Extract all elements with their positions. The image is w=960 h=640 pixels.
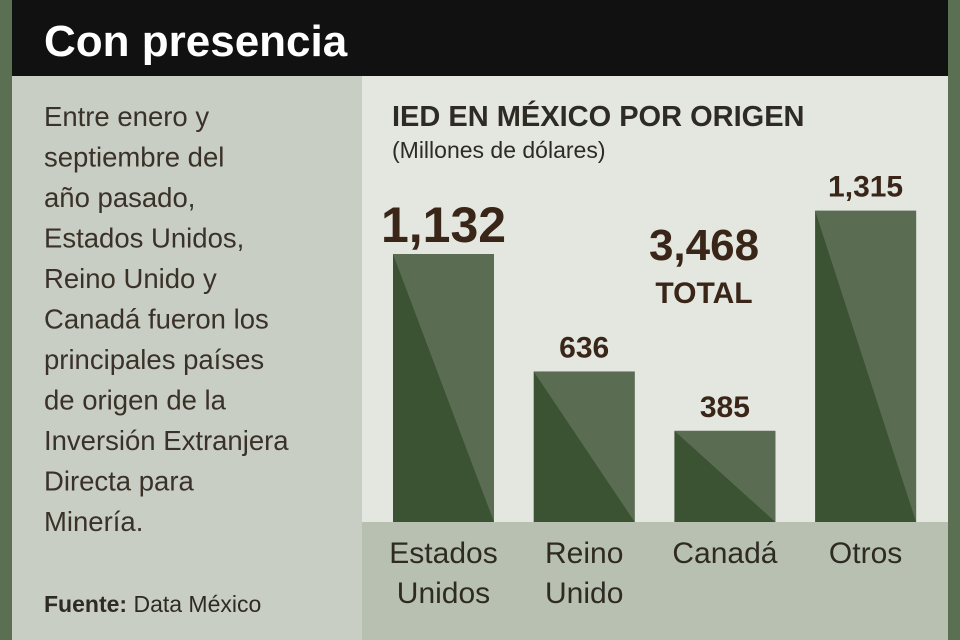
body-line: Estados Unidos, [44,223,244,254]
bar-shade [674,430,776,522]
chart-subtitle: (Millones de dólares) [392,137,605,163]
x-tick-line: Unido [545,577,623,610]
body-line: Canadá fueron los [44,304,269,335]
value-label: 1,315 [828,171,903,204]
x-tick-label: Otros [829,537,902,570]
source: Fuente: Data México [44,591,261,617]
source-text: Data México [133,591,261,617]
body-line: septiembre del [44,142,224,173]
body-line: Directa para [44,466,194,497]
page-title: Con presencia [44,17,348,66]
x-tick-label: Canadá [672,537,777,570]
value-label: 1,132 [381,197,506,253]
total-label: TOTAL [655,277,752,310]
text-panel [12,76,362,640]
x-tick-line: Unidos [397,577,490,610]
body-line: Minería. [44,506,143,537]
body-line: año pasado, [44,182,195,213]
bar-shade [393,254,494,522]
body-line: principales países [44,344,264,375]
category-panel [362,522,948,640]
value-label: 636 [559,331,609,364]
source-label: Fuente: [44,591,127,617]
value-label: 385 [700,391,750,424]
body-line: de origen de la [44,385,227,416]
body-line: Reino Unido y [44,263,217,294]
x-tick-line: Estados [389,537,497,570]
bar-shade [533,371,635,522]
total-value: 3,468 [649,221,759,270]
body-line: Entre enero y [44,101,209,132]
header-bar [12,0,948,76]
bar-shade [815,210,917,522]
chart-title: IED EN MÉXICO POR ORIGEN [392,99,805,133]
x-tick-label: Estados Unidos [389,537,497,610]
x-tick-label: Reino Unido [545,537,623,610]
x-tick-line: Reino [545,537,623,570]
body-line: Inversión Extranjera [44,425,289,456]
